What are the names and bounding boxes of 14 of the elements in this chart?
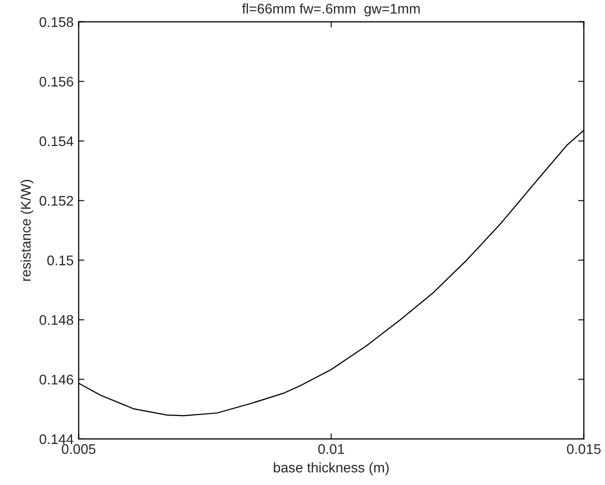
y-tick-label: 0.152 bbox=[40, 196, 74, 206]
x-tick-label: 0.01 bbox=[318, 444, 344, 454]
y-tick-label: 0.15 bbox=[47, 256, 74, 266]
y-axis-title: resistance (K/W) bbox=[20, 180, 34, 281]
x-tick-label: 0.005 bbox=[62, 444, 96, 454]
x-tick-label: 0.015 bbox=[566, 444, 601, 454]
y-tick-label: 0.154 bbox=[40, 136, 74, 146]
y-tick-label: 0.146 bbox=[40, 374, 74, 385]
y-tick-label: 0.148 bbox=[40, 315, 74, 325]
y-tick-label: 0.144 bbox=[40, 434, 74, 444]
chart-title: fl=66mm fw=.6mm gw=1mm bbox=[242, 3, 420, 16]
y-tick-label: 0.156 bbox=[40, 76, 74, 87]
x-axis-title: base thickness (m) bbox=[274, 462, 389, 476]
y-tick-label: 0.158 bbox=[40, 17, 74, 27]
